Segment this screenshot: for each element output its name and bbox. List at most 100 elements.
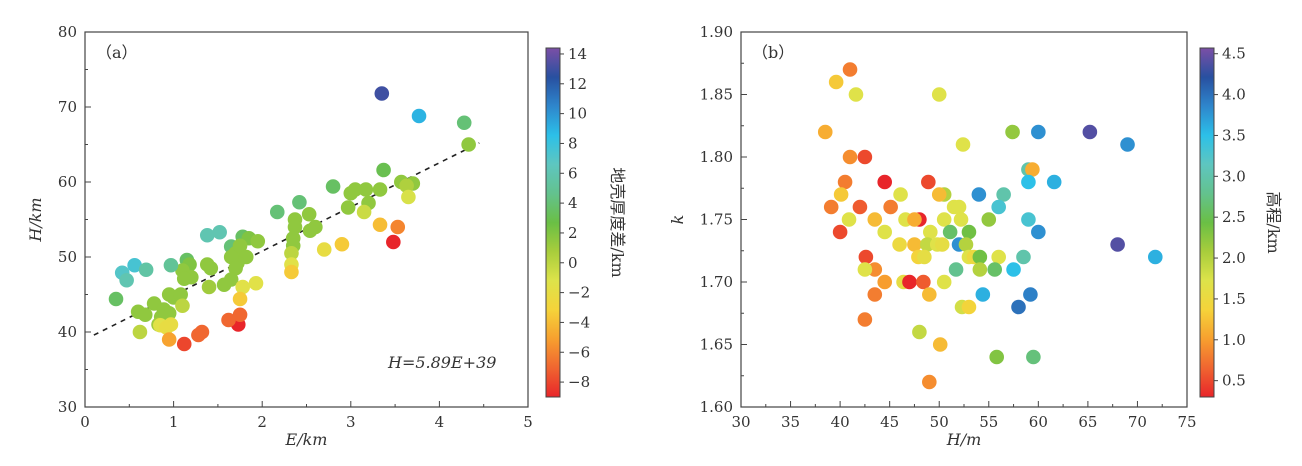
data-point <box>932 337 948 352</box>
data-point <box>411 108 427 124</box>
data-point <box>302 223 318 239</box>
data-point <box>1120 137 1135 152</box>
data-point <box>841 212 857 227</box>
data-point <box>877 224 893 240</box>
data-point <box>340 200 356 215</box>
colorbar-tick-label: 4 <box>568 194 578 212</box>
data-point <box>828 74 844 90</box>
data-point <box>1016 249 1031 265</box>
colorbar-tick-label: 1.5 <box>1222 290 1246 308</box>
x-tick-label: 2 <box>257 413 267 431</box>
data-point <box>1011 299 1026 315</box>
data-point <box>852 199 868 215</box>
data-point <box>916 274 931 290</box>
colorbar <box>1199 47 1215 398</box>
data-point <box>1110 237 1125 252</box>
data-point <box>951 199 967 215</box>
x-tick-label: 55 <box>979 413 998 431</box>
regression-equation: H=5.89E+39 <box>387 353 496 372</box>
colorbar-tick-label: 0.5 <box>1222 372 1246 390</box>
y-tick-label: 1.75 <box>700 211 733 229</box>
y-tick-label: 30 <box>58 398 77 416</box>
data-point <box>163 317 179 332</box>
x-tick-label: 30 <box>731 413 750 431</box>
data-point <box>137 307 153 323</box>
y-axis-label: k <box>668 215 687 225</box>
data-point <box>832 224 848 240</box>
data-point <box>817 124 833 140</box>
data-point <box>961 224 977 240</box>
data-point <box>372 182 388 197</box>
colorbar-tick-label: 14 <box>568 45 587 63</box>
panel-label: （b） <box>752 43 794 62</box>
data-point <box>972 262 988 277</box>
x-tick-label: 4 <box>435 413 445 431</box>
data-point <box>823 199 839 215</box>
x-tick-label: 1 <box>169 413 179 431</box>
data-point <box>301 206 317 222</box>
colorbar-tick-label: 6 <box>568 164 578 182</box>
data-point <box>284 264 299 280</box>
data-point <box>1021 212 1036 227</box>
data-point <box>923 224 938 240</box>
data-point <box>316 242 332 257</box>
data-point <box>848 87 864 102</box>
data-point <box>163 257 179 273</box>
data-point <box>161 332 177 347</box>
data-point <box>1046 174 1062 190</box>
data-point <box>934 237 950 252</box>
y-tick-label: 1.80 <box>700 148 733 166</box>
data-point <box>203 260 219 276</box>
data-point <box>284 245 299 261</box>
colorbar <box>545 47 561 398</box>
colorbar-tick-label: 1.0 <box>1222 331 1246 349</box>
data-point <box>390 219 406 235</box>
data-point <box>948 262 964 277</box>
y-tick-label: 1.60 <box>700 398 733 416</box>
data-point <box>1026 349 1041 365</box>
x-tick-label: 40 <box>831 413 850 431</box>
colorbar-tick-label: 2.0 <box>1222 249 1246 267</box>
panel-label: （a） <box>96 43 138 62</box>
data-point <box>201 279 217 295</box>
data-point <box>877 274 893 290</box>
data-point <box>877 174 893 190</box>
x-tick-label: 45 <box>880 413 899 431</box>
data-point <box>883 199 898 215</box>
data-point <box>194 324 210 340</box>
data-point <box>374 86 390 101</box>
data-point <box>921 174 936 190</box>
x-tick-label: 75 <box>1177 413 1196 431</box>
data-point <box>996 187 1011 202</box>
data-point <box>1031 124 1046 140</box>
data-point <box>173 287 188 302</box>
data-point <box>842 149 858 165</box>
colorbar-tick-label: 2 <box>568 224 578 242</box>
data-point <box>953 212 969 227</box>
data-point <box>1021 174 1036 190</box>
data-point <box>972 249 988 265</box>
data-point <box>176 271 192 287</box>
y-tick-label: 70 <box>58 98 77 116</box>
data-point <box>386 234 401 250</box>
data-point <box>127 257 142 273</box>
data-point <box>912 324 927 340</box>
data-point <box>1031 224 1046 240</box>
data-point <box>1005 124 1020 140</box>
data-point <box>132 324 148 340</box>
data-point <box>987 262 1003 277</box>
data-point <box>199 227 215 243</box>
data-point <box>232 307 248 323</box>
data-point <box>917 249 932 265</box>
data-point <box>228 260 243 276</box>
data-point <box>842 62 858 77</box>
data-point <box>931 187 947 202</box>
x-axis-label: H/m <box>946 430 982 449</box>
data-point <box>991 199 1006 215</box>
x-tick-label: 60 <box>1029 413 1048 431</box>
x-tick-label: 70 <box>1128 413 1147 431</box>
data-point <box>837 174 853 190</box>
y-tick-label: 40 <box>58 323 77 341</box>
data-point <box>931 87 947 102</box>
colorbar-label: 高程/km <box>1264 191 1283 253</box>
